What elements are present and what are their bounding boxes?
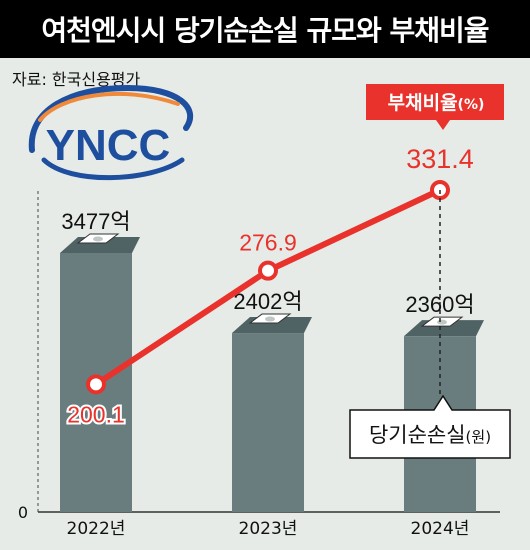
bar-value-label: 2402억 [233, 289, 302, 314]
line-legend-box [366, 84, 504, 120]
y-axis-zero-label: 0 [18, 503, 28, 522]
chart-title: 여천엔시시 당기순손실 규모와 부채비율 [0, 0, 530, 58]
bar-legend-text: 당기순손실(원) [369, 423, 491, 447]
logo-text: YNCC [46, 121, 171, 170]
line-series: 200.1 276.9 331.4 [65, 144, 474, 429]
bar-2023년 [232, 333, 304, 512]
line-legend-badge: 부채비율(%) [366, 84, 504, 130]
coin-mark [265, 316, 275, 322]
line-point [86, 374, 106, 395]
line-value-label: 331.4 [406, 144, 474, 174]
x-axis-tick-labels: 2022년 2023년 2024년 [67, 519, 470, 539]
line-point [258, 260, 278, 281]
coin-mark [437, 319, 447, 325]
x-tick-label: 2022년 [67, 519, 126, 539]
line-value-label: 200.1 [67, 401, 125, 427]
x-tick-label: 2023년 [239, 519, 298, 539]
logo-swoosh-orange [38, 91, 180, 122]
yncc-logo: YNCC [28, 84, 194, 181]
line-legend-pointer [436, 120, 450, 130]
x-tick-label: 2024년 [411, 519, 470, 539]
line-value-label: 276.9 [239, 230, 297, 256]
logo-swoosh-lower [41, 157, 185, 181]
bar-value-label: 3477억 [61, 209, 130, 234]
bar-legend-box [349, 394, 511, 459]
line-legend-text: 부채비율(%) [388, 92, 485, 114]
source-note: 자료: 한국신용평가 [12, 70, 141, 89]
bar-legend-callout: 당기순손실(원) [349, 394, 511, 459]
coin-mark [93, 236, 103, 242]
